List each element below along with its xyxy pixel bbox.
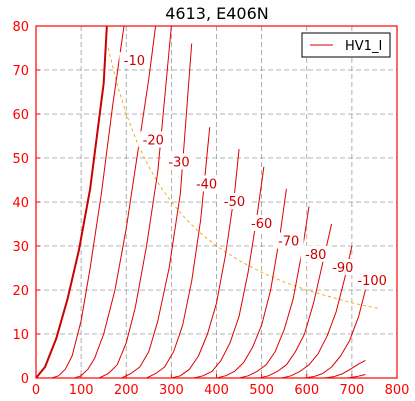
y-tick-label: 30 (12, 240, 29, 255)
plate-curve-2 (74, 25, 157, 379)
curve-label-bg (138, 131, 169, 148)
curve-series-group (35, 25, 366, 379)
y-tick-label: 70 (12, 64, 29, 79)
y-tick-label: 10 (12, 328, 29, 343)
curve-label-bg (273, 232, 304, 249)
legend-label-hv1-i: HV1_I (345, 39, 382, 54)
plate-curve-6 (171, 149, 240, 379)
plate-curve-11 (281, 245, 353, 379)
y-tick-label: 0 (21, 372, 29, 387)
plate-curve-10 (259, 223, 333, 379)
x-tick-label: 500 (249, 383, 274, 398)
plate-curve-5 (146, 127, 211, 379)
curve-labels-group: -10 -20 -30 -40 -50 -60 -70 -80 -90 -100 (119, 52, 392, 289)
x-tick-label: 0 (32, 383, 40, 398)
chart-title: 4613, E406N (165, 4, 269, 23)
y-tick-label: 40 (12, 196, 29, 211)
curve-label: -40 (196, 177, 217, 192)
x-tick-label: 300 (159, 383, 184, 398)
curve-label: -30 (168, 155, 189, 170)
y-tick-label: 80 (12, 20, 29, 35)
x-tick-label: 400 (204, 383, 229, 398)
curve-label-bg (191, 175, 222, 192)
curve-label-bg (164, 153, 195, 170)
curve-label-bg (246, 215, 277, 231)
x-tick-label: 600 (294, 383, 319, 398)
grid-lines (36, 26, 397, 378)
curve-label: -60 (251, 217, 272, 232)
plate-curve-8 (216, 188, 287, 379)
curve-label-bg (300, 245, 331, 262)
x-tick-label: 800 (385, 383, 410, 398)
plate-curve-7 (193, 166, 265, 379)
curve-label: -70 (278, 235, 299, 250)
y-tick-label: 20 (12, 284, 29, 299)
curve-label-bg (119, 52, 150, 69)
curve-label: -90 (332, 261, 353, 276)
curve-label: -10 (124, 54, 145, 69)
curve-label-bg (219, 193, 250, 209)
plate-curve-4 (121, 43, 193, 379)
legend: HV1_I (301, 32, 391, 58)
x-tick-label: 200 (114, 383, 139, 398)
curve-label-bg (327, 259, 358, 275)
y-tick-label: 60 (12, 108, 29, 123)
x-tick-label: 700 (339, 383, 364, 398)
curve-label-bg (353, 272, 392, 289)
curve-label: -100 (357, 274, 387, 289)
plate-curve-0 (35, 25, 108, 379)
plate-curve-13 (324, 359, 366, 379)
y-tick-label: 50 (12, 152, 29, 167)
plate-curve-1 (51, 25, 125, 379)
curve-label: -80 (305, 248, 326, 263)
curve-label: -50 (224, 195, 245, 210)
curve-label: -20 (143, 133, 164, 148)
axis-ticks: 0 100 200 300 400 500 600 700 800 0 10 20 30 40 50 60 70… (12, 20, 409, 398)
x-tick-label: 100 (69, 383, 94, 398)
plate-curve-9 (238, 206, 310, 379)
plate-curve-12 (304, 289, 366, 379)
plate-curve-3 (98, 25, 172, 379)
